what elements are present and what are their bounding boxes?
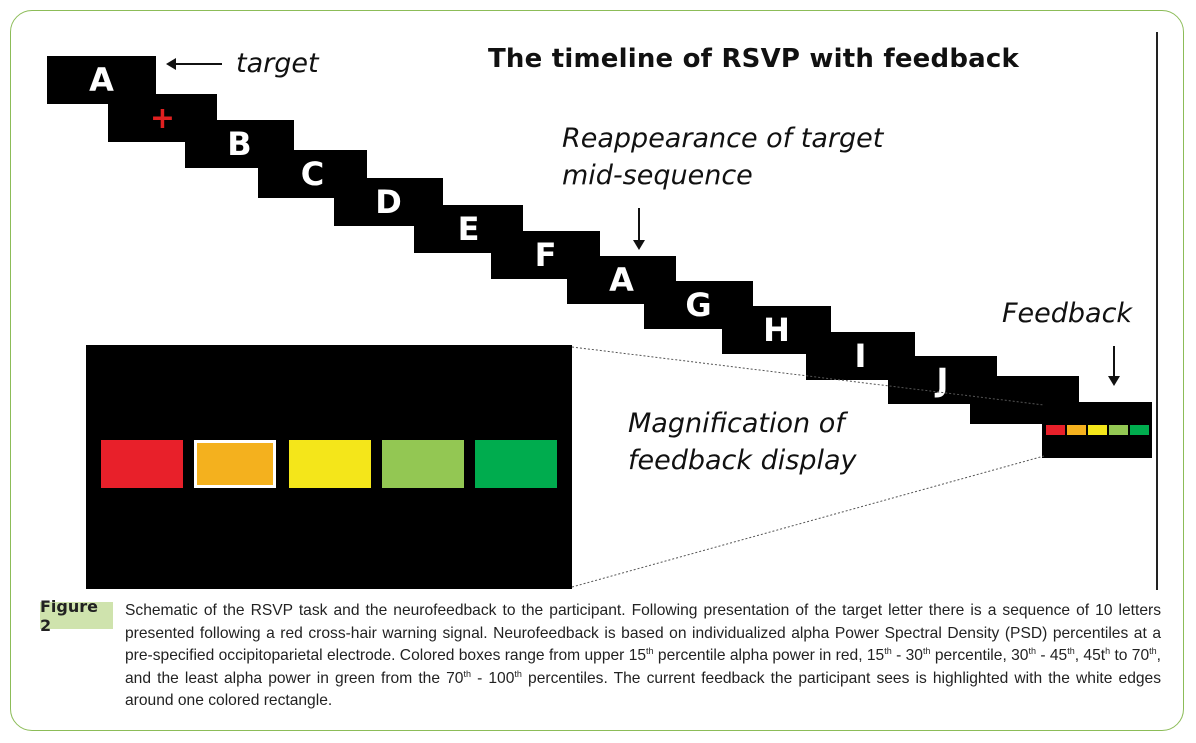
reappearance-arrow [633, 208, 645, 250]
timeline-end-line [1156, 32, 1158, 590]
feedback-box-yellow [289, 440, 371, 488]
feedback-label: Feedback [1002, 298, 1133, 329]
feedback-box-orange-selected [194, 440, 276, 488]
target-arrow [166, 58, 222, 70]
feedback-small-lightgreen [1109, 425, 1128, 435]
feedback-small-red [1046, 425, 1065, 435]
rsvp-card-target: A [47, 56, 156, 104]
reappearance-label-line1: Reappearance of target [562, 123, 884, 154]
figure-label: Figure 2 [40, 597, 113, 635]
feedback-box-green [475, 440, 557, 488]
feedback-small-green [1130, 425, 1149, 435]
feedback-box-lightgreen [382, 440, 464, 488]
figure-frame [10, 10, 1184, 731]
feedback-small-orange [1067, 425, 1086, 435]
target-label: target [236, 48, 319, 79]
feedback-display-magnified [86, 345, 572, 589]
diagram-title: The timeline of RSVP with feedback [488, 44, 1019, 74]
feedback-display-small [1042, 402, 1152, 458]
caption-text: Schematic of the RSVP task and the neuro… [125, 602, 1162, 710]
feedback-small-yellow [1088, 425, 1107, 435]
magnification-label-line1: Magnification of [628, 408, 845, 439]
feedback-arrow [1108, 346, 1120, 386]
magnification-label-line2: feedback display [628, 445, 857, 476]
feedback-box-red [101, 440, 183, 488]
reappearance-label-line2: mid-sequence [562, 160, 753, 191]
